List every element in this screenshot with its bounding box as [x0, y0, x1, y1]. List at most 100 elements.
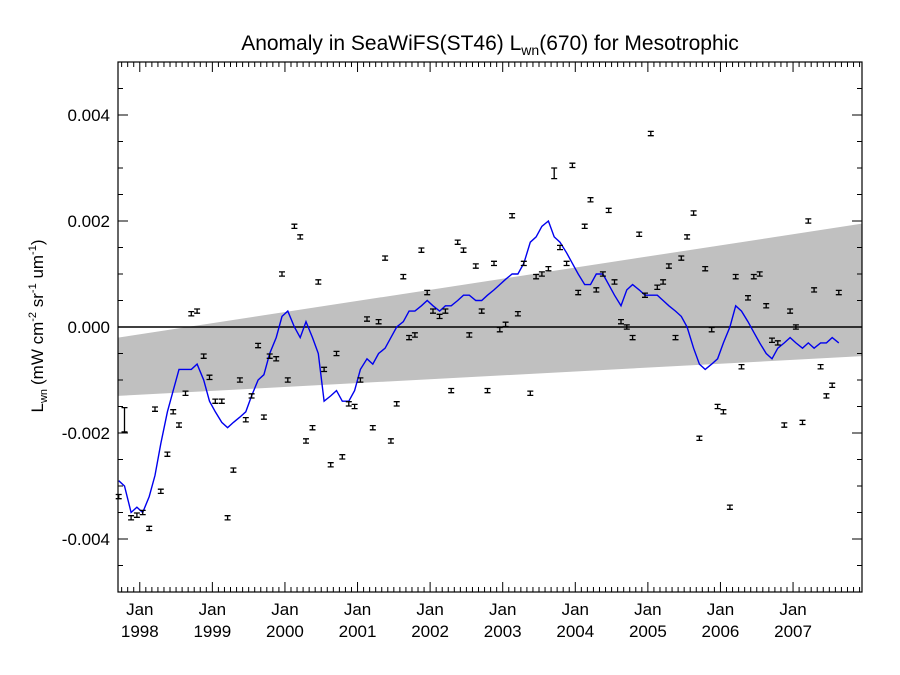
- data-point: [642, 292, 648, 298]
- data-point: [393, 401, 400, 407]
- data-point: [248, 393, 255, 399]
- data-point: [823, 393, 830, 399]
- x-tick-label-month: Jan: [489, 600, 516, 619]
- data-point: [364, 316, 370, 322]
- data-point: [538, 271, 545, 277]
- ylabel-exp3: -1: [27, 245, 39, 255]
- data-point: [599, 271, 606, 277]
- data-point: [375, 318, 382, 325]
- data-point: [799, 419, 806, 426]
- data-point: [212, 398, 219, 404]
- data-point: [333, 350, 340, 357]
- data-point: [164, 451, 171, 457]
- data-point: [448, 387, 455, 394]
- data-point: [756, 271, 763, 277]
- data-point: [527, 390, 534, 397]
- x-tick-label-year: 2001: [339, 622, 377, 641]
- data-point: [157, 488, 164, 495]
- data-point: [684, 234, 691, 240]
- data-point: [152, 406, 158, 412]
- data-point: [176, 422, 182, 428]
- data-points: [115, 130, 842, 532]
- y-tick-label: 0.000: [67, 318, 110, 337]
- ylabel-main: L: [28, 403, 47, 412]
- x-tick-label-year: 1998: [121, 622, 159, 641]
- data-point: [345, 401, 352, 407]
- data-point: [665, 263, 672, 269]
- x-tick-label-year: 1999: [193, 622, 231, 641]
- data-point: [557, 244, 563, 251]
- data-point: [738, 363, 745, 370]
- x-tick-label-year: 2005: [629, 622, 667, 641]
- data-point: [442, 308, 449, 314]
- data-point: [496, 326, 503, 333]
- data-point: [514, 310, 521, 317]
- data-point: [224, 515, 231, 521]
- data-point: [618, 318, 624, 325]
- data-point: [647, 130, 654, 137]
- data-point: [732, 273, 739, 280]
- data-point: [218, 398, 225, 404]
- data-point: [236, 377, 243, 383]
- x-tick-label-year: 2004: [556, 622, 594, 641]
- data-point: [763, 303, 770, 309]
- data-point: [400, 273, 407, 280]
- data-point: [502, 321, 509, 328]
- data-point: [696, 435, 703, 442]
- data-point: [194, 308, 201, 314]
- data-point: [266, 353, 273, 359]
- data-point: [509, 212, 516, 219]
- confidence-band: [118, 223, 862, 396]
- data-point: [690, 210, 697, 216]
- x-tick-label-year: 2007: [774, 622, 812, 641]
- data-point: [672, 334, 679, 341]
- data-point: [230, 467, 237, 473]
- data-point: [745, 295, 751, 301]
- data-point: [327, 462, 334, 468]
- x-tick-label-month: Jan: [199, 600, 226, 619]
- data-point: [533, 273, 540, 280]
- data-point: [339, 454, 346, 460]
- data-point: [484, 387, 491, 394]
- data-point: [139, 509, 146, 516]
- data-point: [121, 406, 128, 433]
- data-point: [769, 337, 775, 344]
- y-tick-label: -0.004: [62, 530, 110, 549]
- data-point: [750, 273, 757, 280]
- data-point: [188, 310, 195, 317]
- data-point: [182, 390, 189, 397]
- data-point: [654, 284, 661, 291]
- ylabel-close: ): [28, 239, 47, 245]
- data-point: [702, 265, 709, 272]
- data-point: [587, 197, 594, 203]
- ylabel-um: um: [28, 255, 47, 283]
- data-point: [714, 403, 721, 410]
- data-point: [170, 409, 177, 415]
- y-tick-label: -0.002: [62, 424, 110, 443]
- x-tick-label-year: 2002: [411, 622, 449, 641]
- data-point: [200, 353, 207, 359]
- ylabel-exp1: -2: [27, 312, 39, 322]
- data-point: [781, 422, 788, 428]
- data-point: [835, 289, 842, 296]
- data-point: [629, 334, 636, 341]
- data-point: [369, 424, 376, 431]
- data-point: [708, 326, 715, 333]
- data-point: [593, 287, 600, 293]
- data-point: [255, 342, 262, 349]
- data-point: [115, 493, 122, 500]
- x-tick-label-year: 2003: [484, 622, 522, 641]
- data-point: [297, 234, 304, 240]
- data-point: [430, 308, 436, 314]
- data-point: [279, 271, 285, 277]
- x-tick-label-month: Jan: [562, 600, 589, 619]
- ylabel-exp2: -1: [27, 283, 39, 293]
- data-point: [382, 255, 389, 261]
- x-tick-label-month: Jan: [126, 600, 153, 619]
- data-point: [545, 265, 552, 272]
- data-point: [605, 207, 612, 214]
- x-tick-label-month: Jan: [416, 600, 443, 619]
- data-point: [792, 324, 799, 330]
- ylabel-sr: sr: [28, 293, 47, 312]
- data-point: [146, 525, 153, 532]
